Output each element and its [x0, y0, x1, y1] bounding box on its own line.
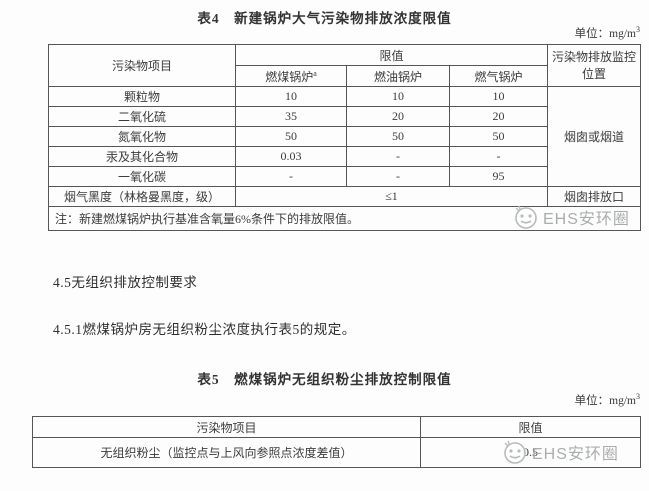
monitor-location-main: 烟囱或烟道 — [547, 86, 641, 187]
gas-limit: 50 — [449, 126, 548, 147]
table-row-blackness: 烟气黑度（林格曼黑度，级） ≤1 烟囱排放口 — [48, 186, 641, 207]
oil-limit: - — [346, 166, 450, 187]
fugitive-dust-limit: 0.5 — [420, 437, 641, 468]
table5-unit-text: 单位：mg/m — [574, 395, 636, 407]
table-row: 二氧化硫 35 20 20 — [48, 106, 641, 127]
table4-unit-label: 单位：mg/m3 — [575, 25, 640, 41]
monitor-location-outlet: 烟囱排放口 — [547, 186, 641, 207]
pollutant-name: 颗粒物 — [48, 86, 236, 107]
pollutant-name: 汞及其化合物 — [48, 146, 236, 167]
coal-limit: 0.03 — [235, 146, 347, 167]
table5-unit-label: 单位：mg/m3 — [575, 392, 640, 408]
oil-limit: 20 — [346, 106, 450, 127]
blackness-limit: ≤1 — [235, 186, 548, 207]
gas-limit: 20 — [449, 106, 548, 127]
oil-limit: - — [346, 146, 450, 167]
ehs-logo-icon — [512, 203, 540, 231]
table-row: 汞及其化合物 0.03 - - — [48, 146, 641, 167]
gas-limit: - — [449, 146, 548, 167]
oil-limit: 50 — [346, 126, 450, 147]
table-row: 颗粒物 10 10 10 烟囱或烟道 — [48, 86, 641, 187]
pollutant-name: 二氧化硫 — [48, 106, 236, 127]
table4-header-monitor: 污染物排放监控位置 — [547, 44, 641, 87]
paragraph-4-5-1: 4.5.1燃煤锅炉房无组织粉尘浓度执行表5的规定。 — [53, 322, 356, 337]
table5-unit-sup: 3 — [636, 392, 640, 402]
watermark: EHS安环圈 — [512, 203, 630, 231]
table4-header-oil: 燃油锅炉 — [346, 65, 450, 87]
table4-emission-limits: 污染物项目 限值 污染物排放监控位置 燃煤锅炉a 燃油锅炉 燃气锅炉 颗粒物 1… — [48, 44, 641, 231]
pollutant-name: 氮氧化物 — [48, 126, 236, 147]
coal-limit: - — [235, 166, 347, 187]
table4-coal-footnote-marker: a — [313, 68, 317, 78]
ehs-logo-icon — [501, 438, 529, 466]
section-heading-4-5: 4.5无组织排放控制要求 — [53, 275, 198, 290]
table4-header-coal-text: 燃煤锅炉 — [265, 69, 314, 84]
gas-limit: 10 — [449, 86, 548, 107]
pollutant-name: 无组织粉尘（监控点与上风向参照点浓度差值） — [32, 437, 421, 468]
table5-title: 表5 燃煤锅炉无组织粉尘排放控制限值 — [197, 372, 452, 387]
table4-unit-sup: 3 — [636, 25, 640, 35]
coal-limit: 50 — [235, 126, 347, 147]
gas-limit: 95 — [449, 166, 548, 187]
watermark-text: EHS安环圈 — [543, 211, 630, 228]
table5-fugitive-dust-limits: 污染物项目 限值 无组织粉尘（监控点与上风向参照点浓度差值） 0.5 — [32, 416, 641, 468]
pollutant-name: 烟气黑度（林格曼黑度，级） — [48, 186, 236, 207]
table4-unit-text: 单位：mg/m — [574, 28, 636, 40]
coal-limit: 35 — [235, 106, 347, 127]
table4-header-limit-group: 限值 — [235, 44, 548, 66]
oil-limit: 10 — [346, 86, 450, 107]
coal-limit: 10 — [235, 86, 347, 107]
watermark: EHS安环圈 — [501, 438, 619, 466]
watermark-text: EHS安环圈 — [532, 446, 619, 463]
table4-header-coal: 燃煤锅炉a — [235, 65, 347, 87]
pollutant-name: 一氧化碳 — [48, 166, 236, 187]
table4-note: 注：新建燃煤锅炉执行基准含氧量6%条件下的排放限值。 — [48, 206, 641, 231]
table4-header-gas: 燃气锅炉 — [449, 65, 548, 87]
table-row: 无组织粉尘（监控点与上风向参照点浓度差值） 0.5 — [32, 437, 641, 468]
table5-header-limit: 限值 — [420, 416, 641, 438]
table4-header-pollutant: 污染物项目 — [48, 44, 236, 87]
table4-note-row: 注：新建燃煤锅炉执行基准含氧量6%条件下的排放限值。 — [48, 206, 641, 231]
table5-header-pollutant: 污染物项目 — [32, 416, 421, 438]
table4-title: 表4 新建锅炉大气污染物排放浓度限值 — [197, 11, 452, 26]
